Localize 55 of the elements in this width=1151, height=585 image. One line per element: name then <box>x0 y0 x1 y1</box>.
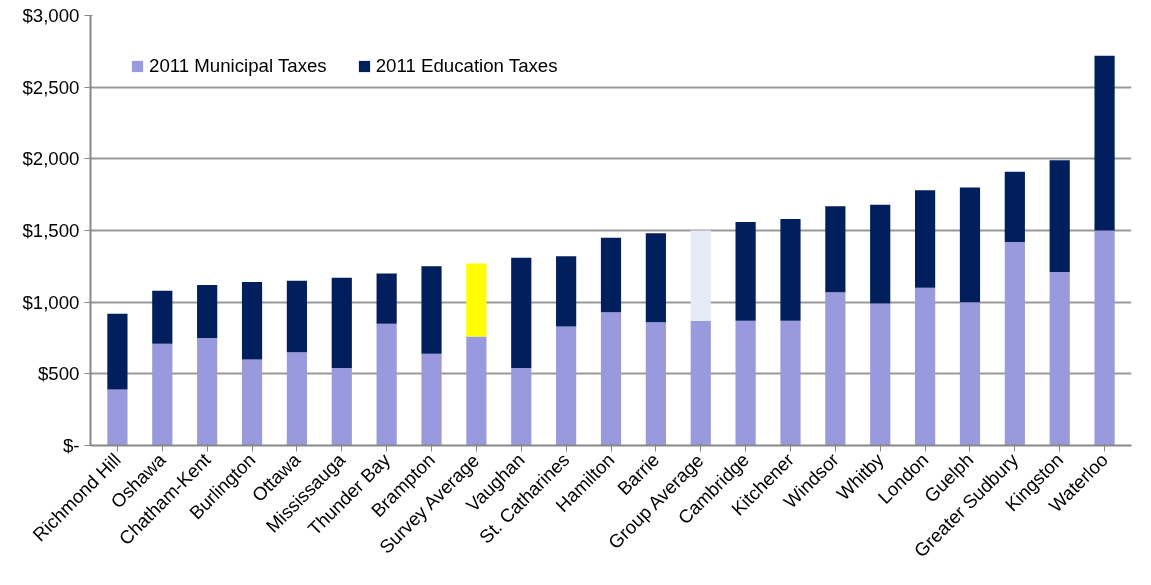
bar <box>466 336 487 446</box>
bar <box>556 326 577 446</box>
bar <box>600 312 622 446</box>
bar <box>1094 230 1115 446</box>
y-tick-label: $- <box>62 435 80 456</box>
bar <box>376 323 397 446</box>
bar <box>1049 272 1070 446</box>
bar <box>645 233 666 323</box>
bar <box>1004 171 1025 242</box>
bar <box>870 303 891 446</box>
bar <box>556 256 577 327</box>
bar <box>197 338 218 446</box>
bar <box>421 266 442 354</box>
bar <box>152 290 173 344</box>
bar <box>780 320 801 446</box>
bar <box>421 353 442 446</box>
bar <box>825 206 846 293</box>
bar <box>735 221 756 321</box>
bar <box>286 352 307 446</box>
bar <box>959 302 981 446</box>
bar <box>376 273 397 324</box>
y-tick-label: $500 <box>38 363 80 385</box>
bar <box>107 389 128 446</box>
bar <box>511 368 532 446</box>
y-tick-label: $1,500 <box>22 220 80 241</box>
y-tick-label: $2,000 <box>22 148 80 170</box>
bar <box>466 263 487 337</box>
bar <box>286 280 307 353</box>
bar <box>511 257 532 369</box>
bar <box>241 359 263 446</box>
y-tick-label: $2,500 <box>22 76 80 98</box>
bar <box>107 313 128 390</box>
bar <box>241 282 263 360</box>
bar <box>780 219 801 321</box>
bar <box>690 230 711 321</box>
bar <box>645 322 666 446</box>
bar <box>1004 241 1025 446</box>
bar <box>825 292 846 446</box>
bar <box>690 320 711 446</box>
y-tick-label: $3,000 <box>22 5 80 26</box>
bar <box>331 368 352 446</box>
bar <box>152 343 173 446</box>
bar <box>915 287 936 446</box>
bar <box>600 237 622 313</box>
legend-label: 2011 Education Taxes <box>375 55 558 77</box>
bar <box>870 204 891 304</box>
y-tick-label: $1,000 <box>22 291 80 313</box>
legend-label: 2011 Municipal Taxes <box>149 55 327 77</box>
bar <box>331 277 352 369</box>
bar <box>1049 160 1070 273</box>
bar <box>959 187 981 303</box>
bar <box>915 190 936 288</box>
bar <box>197 284 218 338</box>
bar <box>735 320 756 446</box>
bar <box>1094 55 1115 231</box>
